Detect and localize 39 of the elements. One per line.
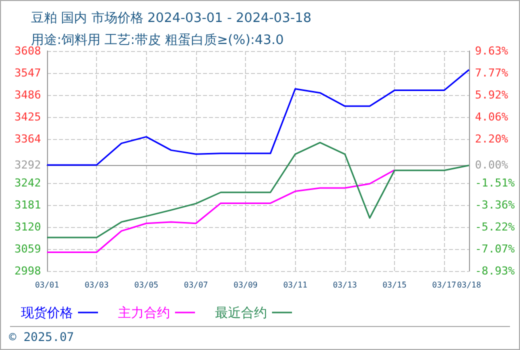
y-tick-label: 3292 xyxy=(14,158,41,172)
line-series xyxy=(46,169,396,253)
y-tick-label: 2998 xyxy=(14,264,41,278)
y2-tick-label: 0.00% xyxy=(475,158,508,172)
y-tick-label: 3486 xyxy=(14,88,41,102)
y2-tick-label: -3.36% xyxy=(475,198,516,212)
legend-label: 现货价格 xyxy=(21,305,73,320)
y2-tick-label: -1.51% xyxy=(475,176,516,190)
x-tick-label: 03/17 xyxy=(432,280,456,290)
y-tick-label: 3364 xyxy=(14,132,42,146)
x-tick-label: 03/13 xyxy=(332,280,358,290)
y-tick-label: 3181 xyxy=(14,198,41,212)
y2-tick-label: -5.22% xyxy=(475,220,516,234)
y2-tick-label: -7.07% xyxy=(475,242,516,256)
x-tick-label: 03/09 xyxy=(234,280,258,290)
y-tick-label: 3059 xyxy=(14,242,41,256)
x-tick-label: 03/11 xyxy=(283,280,308,290)
y-tick-label: 3425 xyxy=(14,110,41,124)
y2-tick-label: -8.93% xyxy=(475,264,516,278)
legend-label: 最近合约 xyxy=(215,305,267,320)
x-tick-label: 03/01 xyxy=(34,280,60,290)
line-series xyxy=(46,69,470,166)
y2-tick-label: 2.20% xyxy=(475,132,508,146)
y2-tick-label: 4.06% xyxy=(475,110,508,124)
text: © 2025.07 xyxy=(9,330,74,344)
x-tick-label: 03/18 xyxy=(456,280,482,290)
x-tick-label: 03/05 xyxy=(134,280,159,290)
x-tick-label: 03/03 xyxy=(84,280,109,290)
chart-title: 豆粕 国内 市场价格 2024-03-01 - 2024-03-18 xyxy=(31,11,312,26)
y2-tick-label: 7.77% xyxy=(475,66,508,80)
y2-tick-label: 5.92% xyxy=(475,88,508,102)
y-tick-label: 3120 xyxy=(14,220,41,234)
y-tick-label: 3242 xyxy=(14,176,41,190)
legend-label: 主力合约 xyxy=(118,305,170,320)
line-series xyxy=(46,142,470,238)
y-tick-label: 3547 xyxy=(14,66,41,80)
x-tick-label: 03/07 xyxy=(184,280,208,290)
y2-tick-label: 9.63% xyxy=(475,44,508,58)
x-tick-label: 03/15 xyxy=(382,280,407,290)
